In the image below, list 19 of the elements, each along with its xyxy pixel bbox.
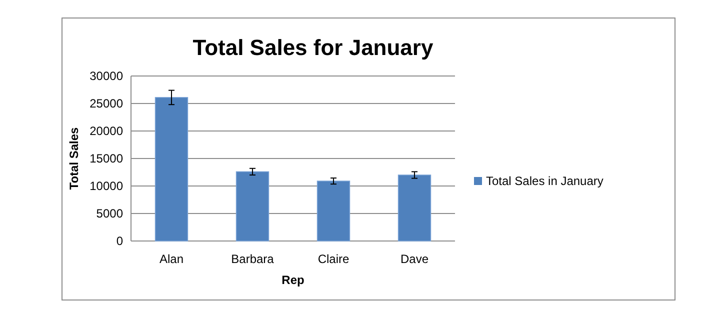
y-tick-label: 25000 [90,96,124,111]
y-tick-label: 10000 [90,179,124,194]
bar [236,171,270,242]
x-tick-label: Claire [318,252,350,266]
legend-label: Total Sales in January [486,174,604,188]
x-tick-label: Dave [400,252,429,266]
x-tick-label: Alan [159,252,184,266]
y-axis-title: Total Sales [67,126,81,190]
y-tick-label: 20000 [90,124,124,138]
x-tick-label: Barbara [231,252,274,266]
chart-title: Total Sales for January [192,35,434,60]
x-axis-title: Rep [282,273,304,287]
y-tick-label: 15000 [90,152,124,166]
bar [398,174,432,242]
y-tick-label: 0 [116,234,124,248]
bar [316,180,350,242]
y-tick-label: 5000 [96,206,124,221]
bar [154,97,188,242]
y-tick-label: 30000 [90,69,124,84]
